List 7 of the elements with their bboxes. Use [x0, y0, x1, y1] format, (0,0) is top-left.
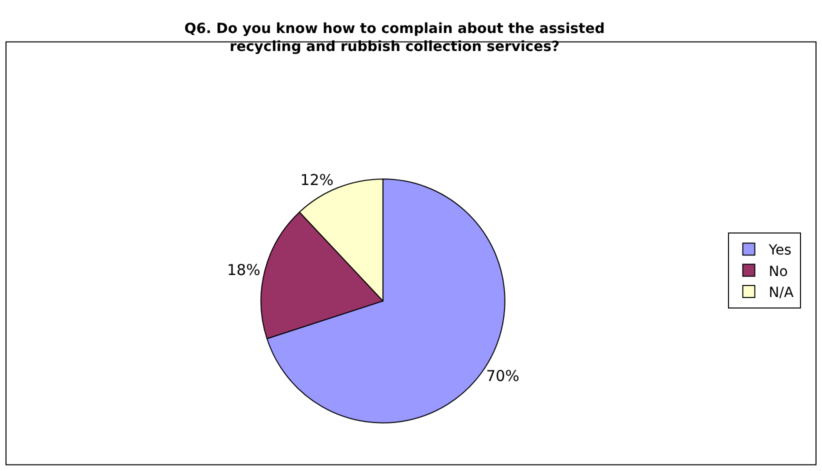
chart-title: Q6. Do you know how to complain about the assisted recycling and rubbish collection services? — [184, 20, 605, 56]
legend-label: Yes — [768, 242, 792, 259]
legend-label: N/A — [768, 284, 794, 301]
legend-label: No — [768, 264, 788, 280]
data-label: 18% — [226, 261, 260, 280]
data-label: 12% — [300, 170, 334, 189]
data-label: 70% — [486, 366, 520, 385]
